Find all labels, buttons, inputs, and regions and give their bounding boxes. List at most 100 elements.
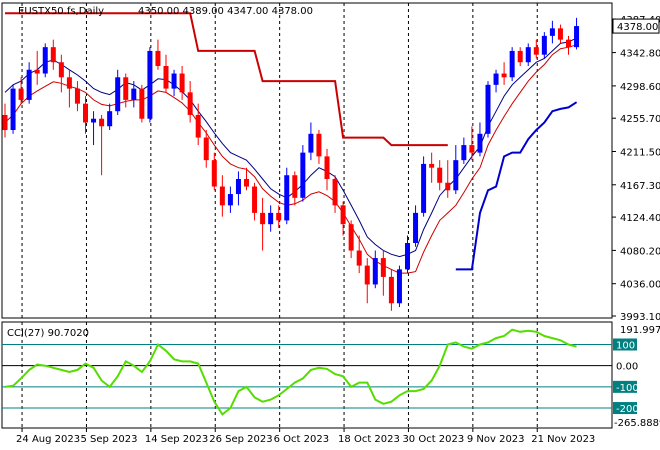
bullish-candle: [509, 50, 515, 78]
bearish-candle: [340, 205, 346, 225]
bearish-candle: [517, 50, 523, 63]
bearish-candle: [123, 77, 129, 100]
last-price-box: [612, 18, 660, 34]
y-tick-label: 4211.50: [620, 147, 660, 158]
cci-level-box: [613, 338, 637, 351]
bearish-candle: [219, 186, 225, 206]
bearish-candle: [388, 276, 394, 304]
bullish-candle: [115, 77, 121, 112]
x-axis: 24 Aug 2023 5 Sep 2023 14 Sep 2023 26 Sep 2…: [16, 428, 595, 445]
bearish-candle: [332, 178, 338, 206]
bearish-candle: [364, 265, 370, 285]
y-tick-label: 4124.40: [620, 213, 660, 224]
bullish-candle: [300, 152, 306, 198]
bullish-candle: [268, 212, 274, 225]
cci-line: [4, 328, 577, 416]
cci-top-label: 191.9979: [620, 325, 660, 336]
y-tick-label: 4298.60: [620, 82, 660, 93]
cci-level-box: [613, 380, 637, 393]
cci-panel-frame: [1, 321, 613, 429]
bullish-candle: [413, 212, 419, 244]
bearish-candle: [348, 224, 354, 251]
cci-level-label: 100: [616, 340, 635, 351]
bearish-candle: [356, 250, 362, 266]
bearish-candle: [2, 114, 8, 131]
x-tick-label: 18 Oct 2023: [338, 434, 400, 445]
x-tick-label: 5 Sep 2023: [80, 434, 137, 445]
red-moving-average-line: [4, 44, 577, 274]
bullish-candle: [26, 69, 32, 100]
bearish-candle: [316, 133, 322, 157]
cci-level-box: [613, 402, 637, 415]
y-tick-label: 4255.70: [620, 114, 660, 125]
bullish-candle: [461, 145, 467, 161]
price-chart-title: EUSTX50.fs,Daily: [18, 6, 104, 17]
cci-level-box: [613, 359, 637, 372]
y-tick-label: 3993.10: [620, 312, 660, 323]
price-panel-frame: [1, 2, 613, 319]
bearish-candle: [380, 258, 386, 277]
x-tick-label: 21 Nov 2023: [531, 434, 595, 445]
x-tick-label: 9 Nov 2023: [467, 434, 525, 445]
bearish-candle: [74, 88, 80, 104]
y-tick-label: 4080.20: [620, 246, 660, 257]
bullish-candle: [284, 175, 290, 221]
bullish-candle: [147, 50, 153, 119]
bullish-candle: [91, 118, 97, 123]
bullish-candle: [493, 73, 499, 85]
bearish-candle: [557, 28, 563, 40]
bearish-candle: [244, 178, 249, 187]
main-price-panel: 4387.404342.804298.604255.704211.504167.…: [1, 2, 660, 323]
bullish-candle: [42, 47, 48, 74]
bearish-candle: [211, 160, 217, 187]
bearish-candle: [252, 186, 258, 213]
bearish-candle: [324, 156, 330, 179]
bearish-candle: [163, 66, 169, 89]
bearish-candle: [187, 92, 193, 115]
bearish-candle: [429, 163, 435, 168]
bearish-candle: [18, 88, 24, 100]
bearish-candle: [445, 182, 451, 191]
blue-stop-line: [455, 101, 578, 271]
bearish-candle: [195, 114, 201, 138]
x-tick-label: 26 Sep 2023: [209, 434, 272, 445]
bearish-candle: [99, 118, 105, 127]
cci-level-label: -200: [616, 404, 639, 415]
bullish-candle: [131, 88, 137, 100]
bearish-candle: [533, 47, 539, 55]
bearish-candle: [260, 212, 266, 225]
cci-level-label: -100: [616, 383, 639, 394]
bearish-candle: [139, 88, 145, 119]
bullish-candle: [421, 163, 427, 213]
cci-level-label: 0.00: [616, 362, 638, 373]
bullish-candle: [477, 133, 483, 153]
bearish-candle: [66, 77, 72, 89]
bullish-candle: [107, 111, 113, 127]
bullish-candle: [541, 35, 547, 55]
bearish-candle: [437, 167, 443, 183]
bearish-candle: [566, 39, 571, 48]
bullish-candle: [453, 160, 459, 191]
bearish-candle: [276, 212, 282, 221]
bearish-candle: [34, 69, 40, 74]
bullish-candle: [549, 28, 555, 36]
cci-bottom-label: -265.8889: [614, 418, 660, 429]
last-price-label: 4378.00: [617, 22, 658, 33]
bearish-candle: [501, 73, 507, 78]
y-tick-label: 4167.30: [620, 181, 660, 192]
x-tick-label: 14 Sep 2023: [145, 434, 208, 445]
cci-title: CCI(27) 90.7020: [7, 328, 89, 339]
bearish-candle: [203, 137, 209, 161]
bullish-candle: [396, 269, 402, 304]
bearish-candle: [50, 47, 56, 63]
bullish-candle: [574, 26, 580, 48]
bullish-candle: [308, 133, 314, 153]
bullish-candle: [227, 194, 233, 206]
bearish-candle: [179, 73, 185, 93]
bullish-candle: [235, 178, 241, 195]
bearish-candle: [58, 62, 64, 78]
bullish-candle: [171, 73, 177, 89]
cci-panel: 100 0.00 -100 -200 191.9979 -265.8889: [1, 321, 660, 429]
y-tick-label: 4342.80: [620, 49, 660, 60]
